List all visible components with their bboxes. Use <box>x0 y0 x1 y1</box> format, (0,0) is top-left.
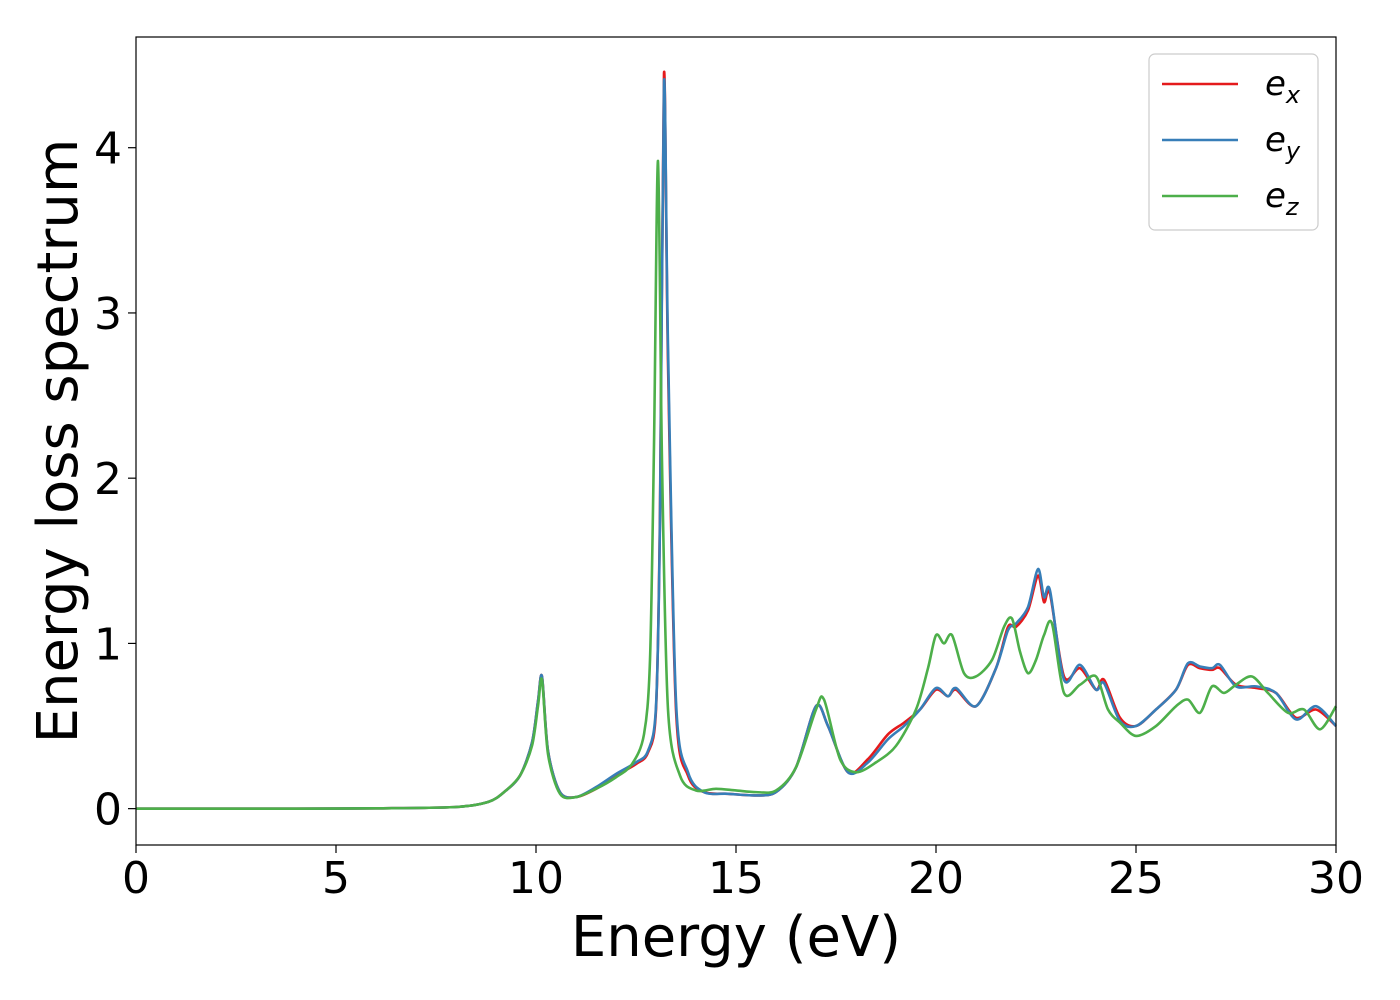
x-tick-label: 5 <box>322 853 350 904</box>
legend-label-x: ex <box>1265 64 1301 109</box>
x-axis-label: Energy (eV) <box>571 905 901 970</box>
y-tick-label: 3 <box>94 289 122 340</box>
y-axis-label: Energy loss spectrum <box>26 139 91 744</box>
x-tick-label: 10 <box>508 853 564 904</box>
y-tick-label: 1 <box>94 619 122 670</box>
legend-box <box>1148 53 1319 231</box>
y-tick-label: 4 <box>94 124 122 175</box>
x-tick-label: 25 <box>1108 853 1164 904</box>
x-tick-label: 20 <box>908 853 964 904</box>
legend-label-y: ey <box>1265 120 1301 165</box>
series-line-z <box>136 159 1338 810</box>
x-tick-label: 0 <box>122 853 150 904</box>
x-axis-ticks: 0 5 10 15 20 25 30 <box>122 845 1364 904</box>
y-tick-label: 0 <box>94 785 122 836</box>
x-tick-label: 30 <box>1308 853 1364 904</box>
plot-lines <box>136 70 1338 810</box>
y-axis-ticks: 0 1 2 3 4 <box>94 124 136 836</box>
y-tick-label: 2 <box>94 454 122 505</box>
x-tick-label: 15 <box>708 853 764 904</box>
